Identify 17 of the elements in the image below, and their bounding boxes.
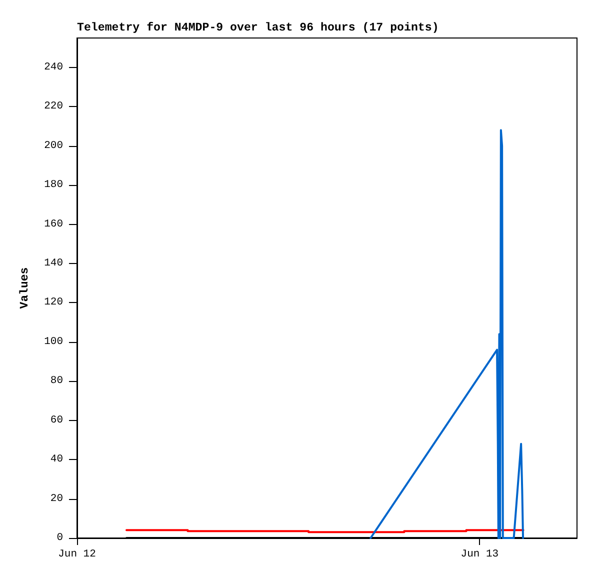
y-tick-label: 160 [44, 218, 63, 230]
y-tick-label: 80 [50, 375, 63, 388]
y-tick-label: 200 [44, 140, 63, 152]
y-tick-label: 20 [50, 492, 63, 505]
x-tick-label: Jun 12 [58, 548, 96, 560]
y-tick-label: 60 [50, 414, 63, 426]
y-tick-label: 100 [44, 336, 63, 348]
y-axis-title: Values [18, 267, 32, 309]
y-tick-label: 220 [44, 100, 63, 113]
y-tick-label: 40 [50, 454, 63, 466]
y-tick-label: 120 [44, 296, 63, 309]
y-tick-label: 0 [56, 532, 63, 544]
y-tick-label: 180 [44, 179, 63, 192]
y-tick-label: 240 [44, 61, 63, 74]
chart-title: Telemetry for N4MDP-9 over last 96 hours (17 points) [77, 22, 439, 34]
y-tick-label: 140 [44, 257, 63, 270]
x-tick-label: Jun 13 [460, 548, 499, 560]
